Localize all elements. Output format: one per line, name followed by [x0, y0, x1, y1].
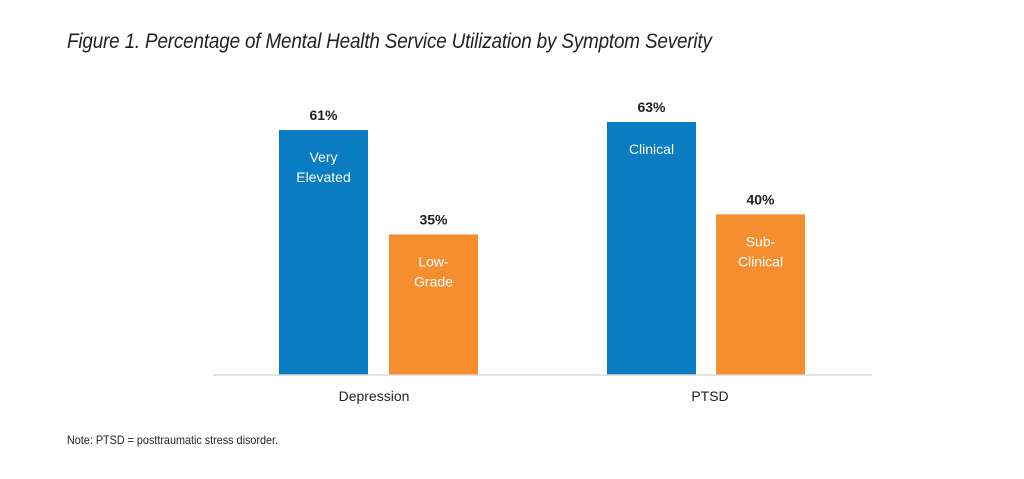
value-label: 61%	[309, 107, 338, 123]
bar-ptsd-low	[716, 214, 805, 375]
bar-inner-label: Clinical	[629, 141, 674, 157]
bar-depression-low	[389, 234, 478, 375]
chart-note: Note: PTSD = posttraumatic stress disord…	[67, 433, 278, 447]
value-label: 63%	[637, 99, 666, 115]
category-label-ptsd: PTSD	[691, 388, 728, 404]
category-labels: Depression PTSD	[339, 388, 729, 404]
category-label-depression: Depression	[339, 388, 410, 404]
value-label: 40%	[746, 191, 775, 207]
bars-group: 61% Very Elevated 35% Low- Grade 63% Clinical 40…	[279, 99, 805, 375]
bar-inner-label: Very	[309, 149, 337, 165]
bar-ptsd-high	[607, 121, 696, 375]
chart-title: Figure 1. Percentage of Mental Health Se…	[67, 30, 712, 53]
value-label: 35%	[419, 211, 448, 227]
bar-inner-label: Sub-	[746, 233, 776, 249]
bar-inner-label: Grade	[414, 273, 453, 289]
bar-inner-label: Clinical	[738, 253, 783, 269]
bar-depression-high	[279, 130, 368, 375]
bar-inner-label: Low-	[418, 253, 449, 269]
bar-inner-label: Elevated	[296, 169, 350, 185]
